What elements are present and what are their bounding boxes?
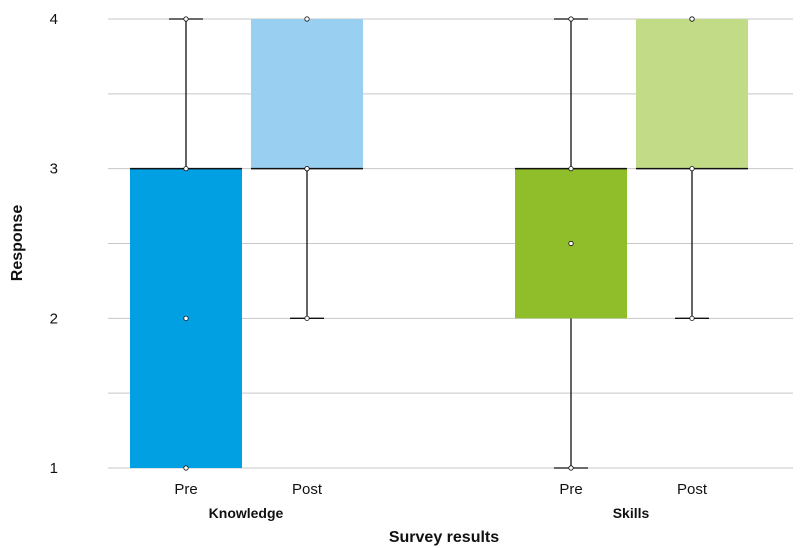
value-marker [183,16,189,22]
value-marker [183,166,189,172]
value-marker [568,16,574,22]
y-tick-label: 3 [50,161,58,178]
value-marker [689,166,695,172]
x-group-label: Skills [613,505,650,521]
y-tick-label: 1 [50,460,58,477]
value-marker [304,315,310,321]
x-category-label: Post [677,481,708,498]
value-marker [183,465,189,471]
value-marker [568,166,574,172]
x-axis-labels: Pre Post Knowledge Pre Post Skills [174,481,708,521]
mean-marker [183,315,189,321]
y-tick-label: 4 [50,11,58,28]
box-series [130,16,748,471]
x-axis-title: Survey results [389,529,499,546]
box-knowledge-post [251,16,363,321]
y-axis-ticks: 1 2 3 4 [50,11,58,477]
box-skills-pre [515,16,627,471]
value-marker [304,16,310,22]
box-knowledge-pre [130,16,242,471]
value-marker [568,465,574,471]
y-axis-title: Response [9,205,26,282]
x-category-label: Post [292,481,323,498]
x-group-label: Knowledge [209,505,284,521]
x-category-label: Pre [559,481,582,498]
box-skills-post [636,16,748,321]
value-marker [689,315,695,321]
iqr-box [251,19,363,169]
mean-marker [689,16,695,22]
mean-marker [304,166,310,172]
y-tick-label: 2 [50,310,58,327]
x-category-label: Pre [174,481,197,498]
iqr-box [636,19,748,169]
mean-marker [568,240,574,247]
